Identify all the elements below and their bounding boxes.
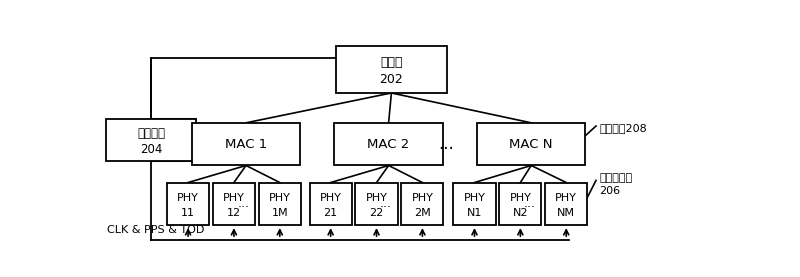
Text: 1M: 1M [271, 208, 288, 218]
Text: PHY: PHY [223, 193, 245, 203]
Text: PHY: PHY [555, 193, 577, 203]
Bar [334, 123, 443, 165]
Text: 204: 204 [140, 143, 162, 156]
Text: MAC 2: MAC 2 [367, 138, 410, 151]
Text: 21: 21 [323, 208, 338, 218]
Bar [167, 183, 209, 225]
Text: PHY: PHY [177, 193, 199, 203]
Text: 交换芯片208: 交换芯片208 [599, 123, 647, 133]
Text: PHY: PHY [269, 193, 290, 203]
Text: 时钟单元: 时钟单元 [137, 127, 165, 140]
Text: ...: ... [438, 135, 454, 153]
Text: 12: 12 [227, 208, 241, 218]
Text: ...: ... [380, 198, 392, 210]
Text: ...: ... [524, 198, 536, 210]
Text: CLK & PPS & TOD: CLK & PPS & TOD [107, 225, 205, 235]
Bar [213, 183, 255, 225]
Text: 处理器: 处理器 [380, 57, 402, 70]
Text: ...: ... [238, 198, 250, 210]
Bar [454, 183, 495, 225]
Text: 物理层芯片
206: 物理层芯片 206 [599, 173, 632, 196]
Text: MAC 1: MAC 1 [225, 138, 267, 151]
Text: MAC N: MAC N [510, 138, 553, 151]
Text: 22: 22 [370, 208, 384, 218]
Bar [310, 183, 352, 225]
Bar [106, 119, 196, 161]
Bar [355, 183, 398, 225]
Bar [192, 123, 300, 165]
Text: 2M: 2M [414, 208, 430, 218]
Text: N2: N2 [513, 208, 528, 218]
Text: 11: 11 [181, 208, 195, 218]
Bar [499, 183, 542, 225]
Bar [258, 183, 301, 225]
Bar [336, 46, 447, 93]
Text: NM: NM [558, 208, 575, 218]
Text: N1: N1 [466, 208, 482, 218]
Text: PHY: PHY [510, 193, 531, 203]
Text: PHY: PHY [366, 193, 387, 203]
Text: PHY: PHY [411, 193, 434, 203]
Bar [402, 183, 443, 225]
Text: PHY: PHY [320, 193, 342, 203]
Text: PHY: PHY [463, 193, 486, 203]
Bar [477, 123, 586, 165]
Text: 202: 202 [379, 73, 403, 86]
Bar [545, 183, 587, 225]
